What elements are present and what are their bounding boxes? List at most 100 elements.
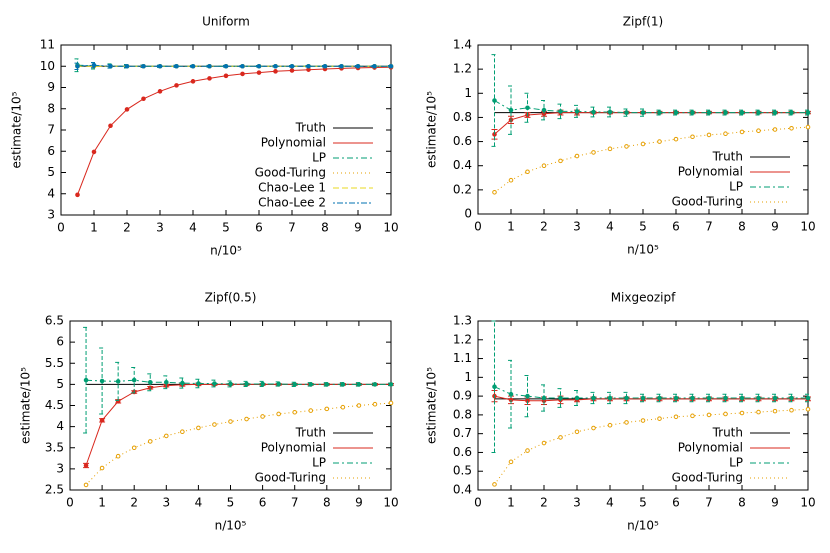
error-bar xyxy=(83,326,90,434)
series-point xyxy=(591,395,596,401)
x-tick-label: 10 xyxy=(800,496,815,510)
series-point xyxy=(558,158,563,164)
x-axis-label: n/10⁵ xyxy=(210,244,242,258)
series-point xyxy=(706,132,712,138)
legend-label: Good-Turing xyxy=(672,471,743,485)
series-point xyxy=(739,110,745,115)
series-point xyxy=(657,110,662,115)
x-tick-label: 3 xyxy=(573,220,581,234)
x-tick-label: 0 xyxy=(474,220,482,234)
series-point xyxy=(706,110,712,115)
series-point xyxy=(492,189,497,195)
y-tick-label: 2.5 xyxy=(45,483,64,497)
series-point xyxy=(292,382,298,387)
series-point xyxy=(124,107,130,112)
series-point xyxy=(244,416,249,422)
series-point xyxy=(657,416,662,421)
series-point xyxy=(805,124,811,130)
x-tick-label: 1 xyxy=(90,221,98,235)
series-point xyxy=(356,403,362,408)
panel-title: Zipf(1) xyxy=(623,15,663,29)
series-point xyxy=(180,429,185,434)
error-bar xyxy=(179,377,186,389)
series-point xyxy=(673,136,679,142)
y-tick-label: 1.2 xyxy=(453,332,472,346)
series-point xyxy=(508,459,514,465)
series-point xyxy=(91,149,97,155)
x-tick-label: 6 xyxy=(255,221,263,235)
y-tick-label: 1 xyxy=(464,370,472,384)
series-point xyxy=(640,418,646,423)
panel: Zipf(1) n/10⁵ estimate/10⁵ 0 1 2 3 4 5 6 7 8 9 10 0 0.2… xyxy=(425,15,816,257)
y-tick-label: 1.2 xyxy=(453,62,472,76)
legend-label: Good-Turing xyxy=(672,195,743,209)
plot-frame xyxy=(477,320,809,491)
legend-label: Polynomial xyxy=(678,165,743,179)
x-tick-label: 2 xyxy=(130,496,138,510)
series-point xyxy=(273,63,278,69)
series-point xyxy=(508,177,514,183)
series-point xyxy=(591,150,596,155)
series-point xyxy=(558,109,563,114)
series-point xyxy=(324,406,330,412)
series-point xyxy=(607,395,613,401)
series-point xyxy=(739,129,745,135)
series-point xyxy=(492,384,497,390)
y-tick-label: 0.7 xyxy=(453,426,472,440)
y-axis-label: estimate/10⁵ xyxy=(425,367,439,444)
x-tick-label: 7 xyxy=(291,496,299,510)
series-point xyxy=(690,395,695,401)
series-point xyxy=(558,395,563,401)
x-tick-label: 0 xyxy=(57,221,65,235)
series-point xyxy=(492,98,497,103)
series-point xyxy=(657,395,662,401)
x-axis-label: n/10⁵ xyxy=(627,243,659,257)
series-point xyxy=(372,63,377,69)
x-axis-label: n/10⁵ xyxy=(215,519,247,533)
series-point xyxy=(308,408,314,413)
series-point xyxy=(772,110,778,115)
series-point xyxy=(624,144,629,149)
series-point xyxy=(805,406,811,412)
x-tick-label: 4 xyxy=(195,496,203,510)
series-point xyxy=(276,381,281,387)
series-point xyxy=(789,110,794,115)
panel-title: Uniform xyxy=(202,15,250,29)
x-tick-label: 6 xyxy=(672,496,680,510)
series-point xyxy=(212,381,217,386)
series-point xyxy=(141,63,146,69)
series-point xyxy=(324,382,330,387)
series-point xyxy=(388,382,394,387)
series-point xyxy=(723,395,728,401)
series-point xyxy=(673,395,679,401)
series-point xyxy=(805,110,811,115)
series-point xyxy=(180,380,185,386)
series-point xyxy=(640,110,646,115)
legend-label: Chao-Lee 1 xyxy=(258,181,326,195)
series-point xyxy=(196,425,201,431)
series-point xyxy=(508,391,514,397)
error-bar xyxy=(607,391,613,405)
x-tick-label: 8 xyxy=(738,496,746,510)
panel: Zipf(0.5) n/10⁵ estimate/10⁵ 0 1 2 3 4 5 6 7 8 9 10 2.… xyxy=(19,291,399,533)
series-point xyxy=(83,463,89,468)
series-line xyxy=(494,386,808,399)
x-tick-label: 5 xyxy=(227,496,235,510)
series-point xyxy=(260,381,265,387)
x-tick-label: 3 xyxy=(156,221,164,235)
series-line xyxy=(494,126,809,193)
series-point xyxy=(772,408,778,414)
error-bar xyxy=(195,378,202,389)
y-axis-label: estimate/10⁵ xyxy=(425,91,439,168)
y-tick-label: 0.6 xyxy=(453,445,472,459)
x-tick-label: 3 xyxy=(162,496,170,510)
panel-title: Mixgeozipf xyxy=(611,291,676,305)
y-tick-label: 6 xyxy=(47,144,55,158)
x-tick-label: 2 xyxy=(123,221,131,235)
x-tick-label: 9 xyxy=(771,496,779,510)
legend-label: Polynomial xyxy=(678,441,743,455)
series-point xyxy=(706,395,712,401)
series-point xyxy=(789,407,794,413)
y-tick-label: 0.6 xyxy=(453,134,472,148)
